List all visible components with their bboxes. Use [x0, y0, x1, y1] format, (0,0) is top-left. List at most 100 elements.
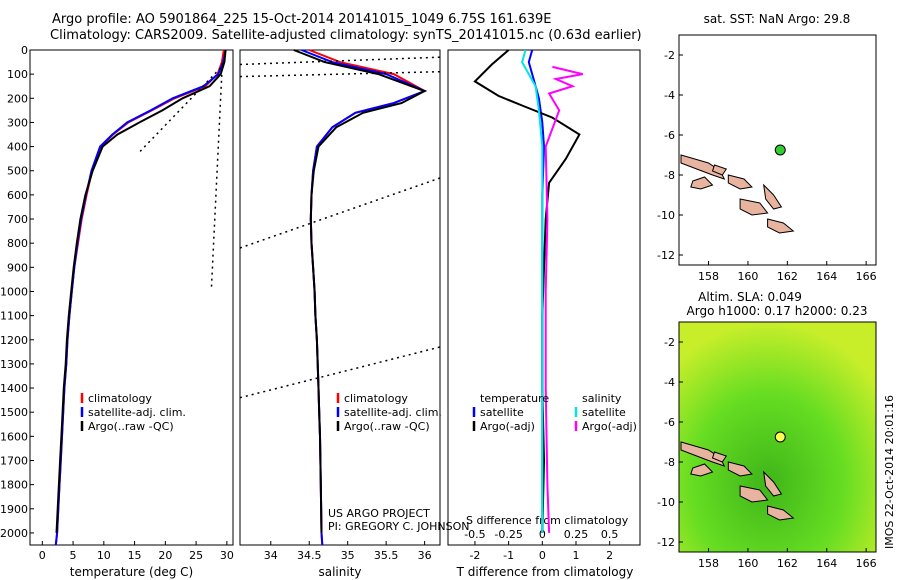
x-tick-label: 35.5 — [374, 549, 399, 562]
x-tick-label: 166 — [856, 270, 877, 283]
legend-label: climatology — [344, 392, 408, 405]
y-tick-label: 900 — [7, 261, 28, 274]
y-tick-label: 800 — [7, 237, 28, 250]
timestamp-side-label: IMOS 22-Oct-2014 20:01:16 — [883, 395, 896, 549]
temperature-plot-frame — [29, 49, 234, 546]
x-tick-label: 5 — [70, 549, 77, 562]
sst-map: 158 160 162 164 166 -2 -4 -6 -8 -10 -12 sat. SST: N… — [657, 12, 877, 283]
salinity-plot-frame — [239, 49, 441, 546]
y-tick-label: 400 — [7, 141, 28, 154]
island-shape — [762, 183, 783, 210]
island-shape — [767, 505, 795, 521]
x-tick-label: 10 — [97, 549, 111, 562]
temperature-panel: 0100200300400500600700800900100011001200… — [0, 44, 234, 579]
x-tick-label: 158 — [698, 557, 719, 570]
island-shape — [727, 174, 753, 190]
y-tick-label: 500 — [7, 165, 28, 178]
y-tick-label: -2 — [664, 49, 675, 62]
x-axis-label: T difference from climatology — [456, 565, 634, 579]
series-line-argo-raw-qc--2 — [293, 49, 428, 533]
series-line-climatology-0 — [308, 49, 427, 546]
legend-label: satellite — [582, 406, 626, 419]
island-shape — [680, 154, 726, 180]
reference-line-dotted-4 — [239, 70, 441, 78]
sla-map-subtitle: Argo h1000: 0.17 h2000: 0.23 — [687, 304, 868, 318]
x-tick-label: 34.5 — [297, 549, 322, 562]
island-shape — [767, 218, 795, 234]
island-shape — [680, 441, 726, 467]
reference-line-dotted-4 — [210, 59, 224, 287]
y-tick-label: 200 — [7, 92, 28, 105]
island-shape — [690, 463, 714, 477]
x-tick-label: -2 — [469, 549, 480, 562]
legend-label: climatology — [88, 392, 152, 405]
y-tick-label: 300 — [7, 116, 28, 129]
y-tick-label: 1000 — [0, 285, 28, 298]
legend-label: Argo(..raw -QC) — [88, 420, 174, 433]
top-axis-label: S difference from climatology — [466, 514, 629, 527]
x-tick-label: 164 — [816, 557, 837, 570]
x-tick-label: 162 — [777, 270, 798, 283]
x-tick-label: 34 — [264, 549, 278, 562]
legend-title-temperature: temperature — [480, 392, 549, 405]
x-tick-label: 164 — [816, 270, 837, 283]
argo-float-marker — [774, 144, 786, 156]
x-axis-label: temperature (deg C) — [70, 565, 193, 579]
y-tick-label: -10 — [657, 496, 675, 509]
y-tick-label: 1900 — [0, 503, 28, 516]
y-tick-label: -6 — [664, 129, 675, 142]
y-tick-label: 1300 — [0, 358, 28, 371]
top-tick-label: 0 — [539, 528, 546, 541]
top-tick-label: 0.25 — [564, 528, 589, 541]
y-tick-label: -4 — [664, 376, 675, 389]
difference-panel: -2 -1 0 1 2 -0.5 -0.25 0 0.25 0.5S difference fro… — [447, 49, 641, 579]
legend-label: satellite-adj. clim. — [344, 406, 442, 419]
pi-annotation: PI: GREGORY C. JOHNSON — [328, 520, 469, 533]
y-tick-label: 2000 — [0, 527, 28, 540]
argo-float-marker — [774, 431, 786, 443]
island-shape — [711, 164, 728, 176]
x-tick-label: 20 — [158, 549, 172, 562]
x-tick-label: 30 — [220, 549, 234, 562]
y-tick-label: -8 — [664, 169, 675, 182]
legend-label: Argo(-adj) — [480, 420, 535, 433]
x-tick-label: 158 — [698, 270, 719, 283]
salinity-panel: 34 34.5 35 35.5 36 salinity climatologysatelli… — [239, 49, 469, 579]
x-tick-label: 0 — [539, 549, 546, 562]
top-tick-label: 0.5 — [601, 528, 619, 541]
y-tick-label: 1200 — [0, 334, 28, 347]
y-tick-label: 1100 — [0, 310, 28, 323]
x-tick-label: 166 — [856, 557, 877, 570]
series-line-satellite-2 — [521, 49, 544, 533]
legend-title-salinity: salinity — [582, 392, 622, 405]
x-tick-label: 15 — [128, 549, 142, 562]
y-tick-label: -4 — [664, 89, 675, 102]
legend-label: Argo(-adj) — [582, 420, 637, 433]
x-axis-label: salinity — [318, 565, 361, 579]
y-tick-label: -10 — [657, 209, 675, 222]
sst-map-frame — [678, 34, 877, 266]
y-tick-label: -6 — [664, 416, 675, 429]
project-annotation: US ARGO PROJECT — [328, 507, 430, 520]
y-tick-label: 0 — [21, 44, 28, 57]
island-shape — [711, 451, 728, 463]
island-shape — [762, 470, 783, 497]
x-tick-label: 160 — [737, 557, 758, 570]
x-tick-label: -1 — [503, 549, 514, 562]
y-tick-label: -12 — [657, 249, 675, 262]
series-line-satellite-adj-clim--1 — [54, 49, 227, 546]
x-tick-label: 2 — [606, 549, 613, 562]
legend-label: satellite-adj. clim. — [88, 406, 186, 419]
island-shape — [739, 485, 769, 503]
y-tick-label: -2 — [664, 336, 675, 349]
series-line-argo-raw-qc--2 — [55, 49, 227, 533]
header-line-1: Argo profile: AO 5901864_225 15-Oct-2014… — [52, 12, 552, 27]
sla-map-frame — [678, 321, 877, 553]
reference-line-dotted-5 — [239, 177, 441, 249]
series-line-argo-adj--1 — [473, 49, 581, 533]
y-tick-label: 1700 — [0, 454, 28, 467]
island-shape — [690, 176, 714, 190]
y-tick-label: -12 — [657, 536, 675, 549]
legend-label: Argo(..raw -QC) — [344, 420, 430, 433]
